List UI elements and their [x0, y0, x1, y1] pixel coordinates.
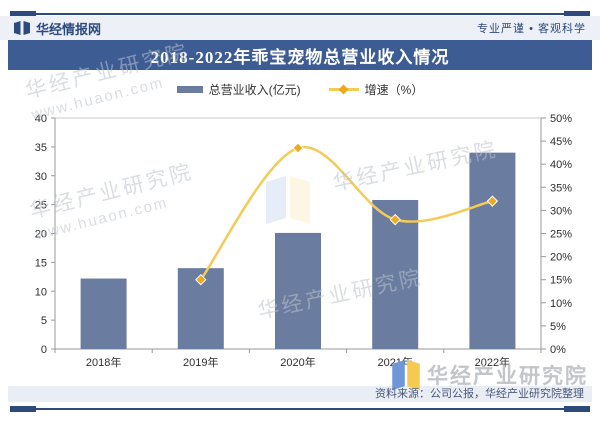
bar-series-swatch [176, 85, 203, 93]
huajing-logo-icon [14, 21, 30, 35]
svg-text:50%: 50% [550, 113, 572, 125]
bottom-rule [10, 408, 590, 410]
chart-legend: 总营业收入(亿元) 增速（%） [0, 80, 600, 98]
revenue-growth-chart: 0 5 10 15 20 25 30 35 40 0% 5% 10% 15% 20% 25% 30% 35% 40… [0, 100, 600, 380]
svg-text:2021年: 2021年 [377, 355, 412, 369]
bottom-rule-right-cap [564, 406, 590, 412]
svg-text:35%: 35% [550, 182, 572, 194]
svg-text:40%: 40% [550, 159, 572, 171]
svg-text:40: 40 [35, 113, 47, 125]
svg-text:0%: 0% [550, 344, 566, 356]
svg-text:10%: 10% [550, 298, 572, 310]
svg-text:2019年: 2019年 [183, 355, 218, 369]
top-rule-left-cap [10, 11, 36, 17]
svg-text:25: 25 [35, 200, 47, 212]
svg-text:35: 35 [35, 142, 47, 154]
page-title: 2018-2022年乖宝宠物总营业收入情况 [150, 47, 450, 67]
site-name: 华经情报网 [36, 21, 102, 37]
header-slogan: 专业严谨 • 客观科学 [477, 23, 586, 35]
legend-label-revenue: 总营业收入(亿元) [208, 82, 301, 97]
line-series-swatch [328, 84, 359, 94]
chart-title-banner: 2018-2022年乖宝宠物总营业收入情况 [8, 40, 592, 70]
svg-text:20%: 20% [550, 252, 572, 264]
top-rule-right-cap [564, 11, 590, 17]
svg-text:45%: 45% [550, 136, 572, 148]
svg-text:2018年: 2018年 [86, 355, 121, 369]
svg-text:20: 20 [35, 229, 47, 241]
svg-text:5%: 5% [550, 321, 566, 333]
top-rule [10, 13, 590, 15]
legend-item-revenue: 总营业收入(亿元) [176, 81, 301, 98]
legend-label-growth: 增速（%） [364, 82, 424, 97]
svg-text:2022年: 2022年 [475, 355, 510, 369]
svg-text:5: 5 [41, 315, 47, 327]
svg-text:30%: 30% [550, 205, 572, 217]
data-source-note: 资料来源：公司公报，华经产业研究院整理 [375, 388, 584, 400]
site-brand: 华经情报网 [14, 19, 101, 38]
svg-text:2020年: 2020年 [280, 355, 315, 369]
header-bar: 华经情报网 专业严谨 • 客观科学 [0, 16, 600, 40]
legend-item-growth: 增速（%） [328, 81, 424, 98]
bottom-rule-left-cap [10, 406, 36, 412]
svg-text:25%: 25% [550, 229, 572, 241]
svg-text:0: 0 [41, 344, 47, 356]
svg-text:15%: 15% [550, 275, 572, 287]
svg-text:10: 10 [35, 286, 47, 298]
svg-text:30: 30 [35, 171, 47, 183]
footer-strip [8, 386, 592, 402]
svg-text:15: 15 [35, 257, 47, 269]
